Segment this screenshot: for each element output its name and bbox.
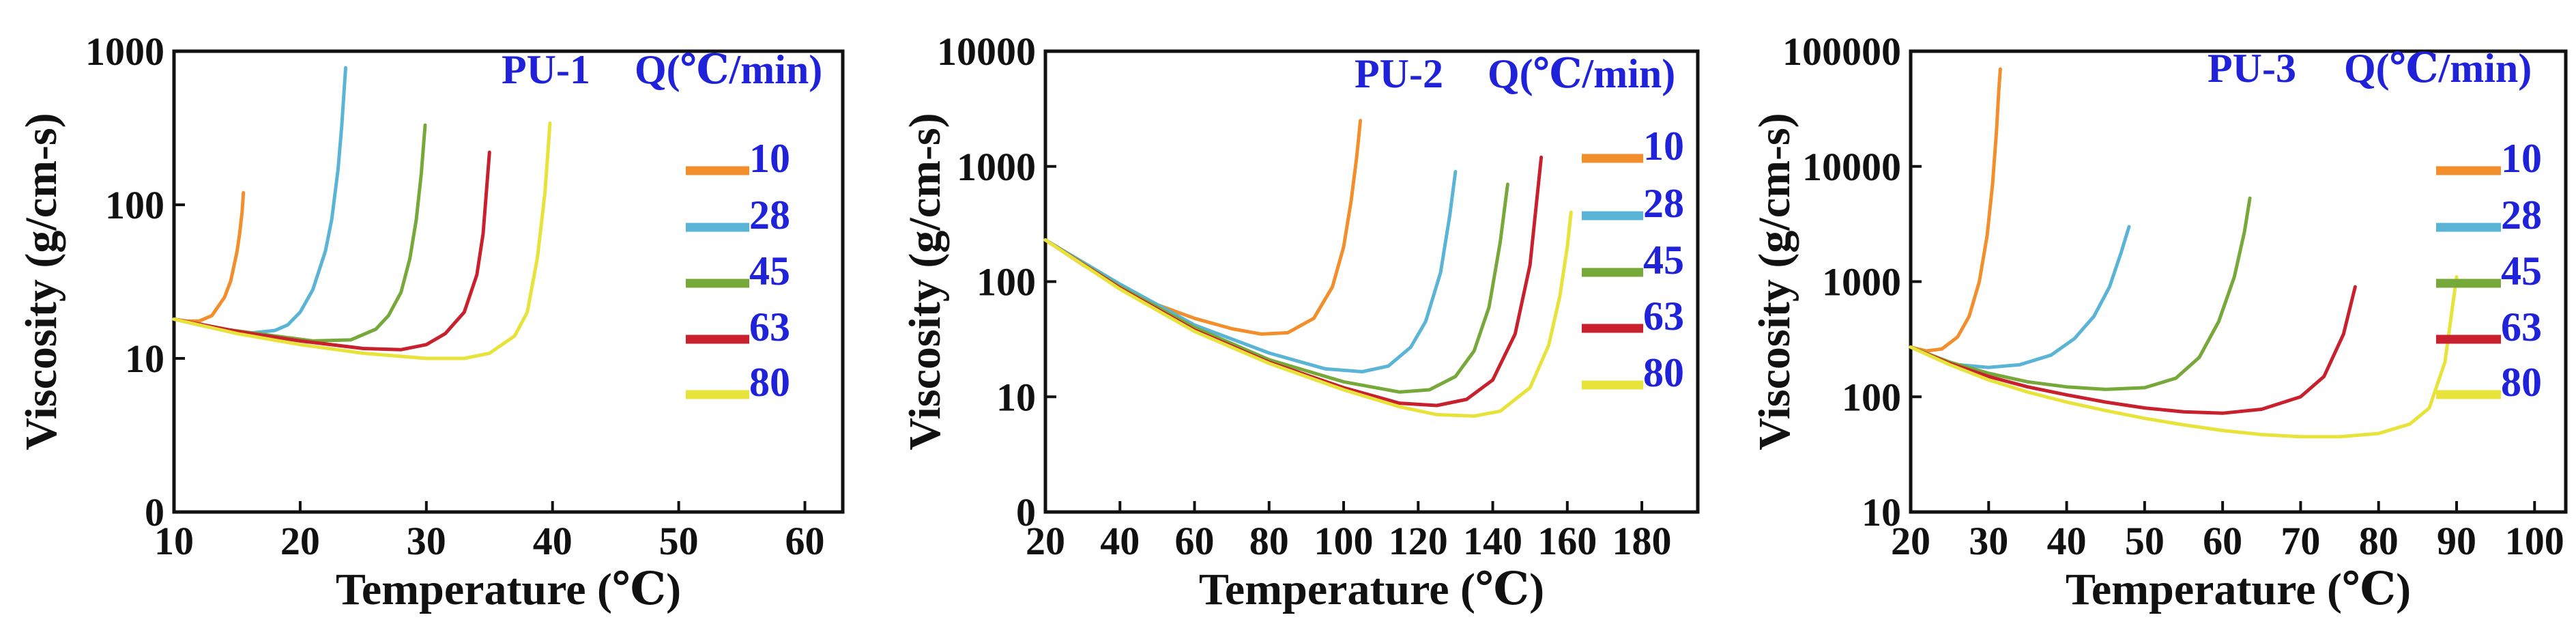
series-line-45 bbox=[1909, 196, 2252, 391]
x-tick-label: 60 bbox=[785, 519, 825, 563]
series-line-45 bbox=[1043, 182, 1509, 394]
legend-label-28: 28 bbox=[2501, 193, 2542, 238]
sample-label: PU-3 bbox=[2208, 46, 2296, 91]
x-tick-label: 10 bbox=[154, 519, 194, 563]
x-tick-label: 20 bbox=[1026, 519, 1065, 563]
y-tick-label: 100 bbox=[976, 260, 1036, 304]
y-tick-label: 1000 bbox=[1822, 260, 1901, 304]
legend-label-63: 63 bbox=[2501, 304, 2542, 350]
panel-pu-2: 20 40 60 80 100 120 140 160 180 0 10 100 1000 10000 Te… bbox=[900, 29, 1700, 614]
x-tick-label: 30 bbox=[407, 519, 446, 563]
y-axis-title: Viscosity (g/cm-s) bbox=[900, 113, 950, 450]
plot-frame bbox=[172, 49, 845, 514]
y-tick-label: 10 bbox=[125, 337, 164, 381]
x-axis-title: Temperature (℃) bbox=[336, 565, 681, 614]
series-line-10 bbox=[1043, 119, 1363, 336]
legend-label-80: 80 bbox=[2501, 360, 2542, 405]
x-tick-label: 30 bbox=[1969, 519, 2008, 563]
legend-label-10: 10 bbox=[2501, 136, 2542, 181]
y-tick-label: 100 bbox=[105, 183, 164, 227]
y-tick-label: 10 bbox=[1862, 490, 1901, 535]
y-tick-label: 1000 bbox=[85, 29, 164, 74]
series-line-28 bbox=[172, 66, 347, 335]
legend-label-28: 28 bbox=[1643, 181, 1684, 226]
series-line-63 bbox=[1909, 285, 2357, 415]
series-line-63 bbox=[172, 150, 491, 352]
x-tick-label: 40 bbox=[1100, 519, 1140, 563]
x-tick-label: 70 bbox=[2281, 519, 2320, 563]
series-line-28 bbox=[1043, 170, 1458, 373]
y-axis-title: Viscosity (g/cm-s) bbox=[1750, 113, 1799, 450]
series-line-80 bbox=[1043, 210, 1573, 418]
panel-pu-3: 20 30 40 50 60 70 80 90 100 10 100 1000 10000 100000 T… bbox=[1750, 29, 2568, 614]
legend-label-45: 45 bbox=[749, 248, 790, 294]
series-line-45 bbox=[172, 123, 427, 343]
sample-label: PU-2 bbox=[1355, 51, 1443, 96]
x-tick-label: 60 bbox=[2203, 519, 2242, 563]
x-tick-label: 20 bbox=[1891, 519, 1930, 563]
x-tick-label: 120 bbox=[1389, 519, 1448, 563]
x-tick-label: 40 bbox=[2047, 519, 2087, 563]
y-tick-label: 1000 bbox=[957, 145, 1036, 189]
x-tick-label: 40 bbox=[533, 519, 573, 563]
x-tick-label: 80 bbox=[2359, 519, 2399, 563]
x-tick-label: 140 bbox=[1463, 519, 1522, 563]
y-tick-label: 100000 bbox=[1782, 29, 1901, 74]
x-axis-title: Temperature (℃) bbox=[1199, 565, 1544, 614]
y-tick-label: 0 bbox=[1016, 490, 1036, 535]
x-tick-label: 50 bbox=[659, 519, 699, 563]
legend-title: Q(℃/min) bbox=[635, 47, 822, 92]
y-tick-label: 10000 bbox=[1802, 145, 1901, 189]
y-tick-label: 100 bbox=[1842, 375, 1901, 419]
x-tick-label: 180 bbox=[1612, 519, 1672, 563]
y-axis-title: Viscosity (g/cm-s) bbox=[16, 113, 66, 450]
x-tick-label: 100 bbox=[2505, 519, 2564, 563]
sample-label: PU-1 bbox=[502, 47, 590, 92]
x-tick-label: 20 bbox=[280, 519, 320, 563]
legend-label-80: 80 bbox=[1643, 350, 1684, 395]
legend-label-10: 10 bbox=[749, 136, 790, 181]
legend-label-45: 45 bbox=[1643, 238, 1684, 283]
x-tick-label: 100 bbox=[1314, 519, 1374, 563]
x-axis-title: Temperature (℃) bbox=[2066, 565, 2411, 614]
series-line-10 bbox=[172, 190, 246, 323]
series-line-80 bbox=[172, 121, 552, 360]
x-tick-label: 60 bbox=[1175, 519, 1215, 563]
y-tick-label: 10000 bbox=[937, 29, 1036, 74]
series-line-10 bbox=[1909, 67, 2002, 353]
x-tick-label: 50 bbox=[2125, 519, 2165, 563]
legend-title: Q(℃/min) bbox=[1488, 51, 1675, 96]
x-tick-label: 90 bbox=[2437, 519, 2476, 563]
plot-frame bbox=[1043, 49, 1700, 514]
legend-label-80: 80 bbox=[749, 360, 790, 405]
legend-label-10: 10 bbox=[1643, 124, 1684, 169]
x-tick-label: 80 bbox=[1249, 519, 1289, 563]
legend-label-45: 45 bbox=[2501, 248, 2542, 294]
legend-label-63: 63 bbox=[1643, 294, 1684, 339]
y-tick-label: 10 bbox=[996, 375, 1036, 419]
legend-title: Q(℃/min) bbox=[2344, 46, 2532, 91]
series-line-80 bbox=[1909, 275, 2459, 439]
x-tick-label: 160 bbox=[1537, 519, 1597, 563]
legend-label-28: 28 bbox=[749, 193, 790, 238]
y-tick-label: 0 bbox=[145, 490, 164, 535]
legend-label-63: 63 bbox=[749, 304, 790, 350]
